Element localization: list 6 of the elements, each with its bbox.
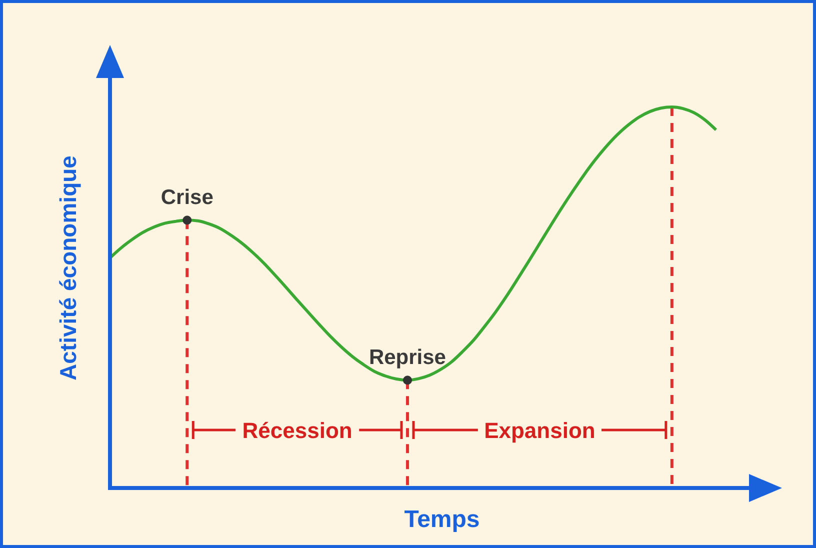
annotation: Récession bbox=[242, 418, 352, 443]
x-axis-title: Temps bbox=[404, 506, 480, 533]
annotation: Expansion bbox=[484, 418, 596, 443]
y-axis-title: Activité économique bbox=[55, 156, 81, 380]
annotation: Crise bbox=[160, 186, 214, 210]
annotation: Reprise bbox=[368, 346, 446, 370]
